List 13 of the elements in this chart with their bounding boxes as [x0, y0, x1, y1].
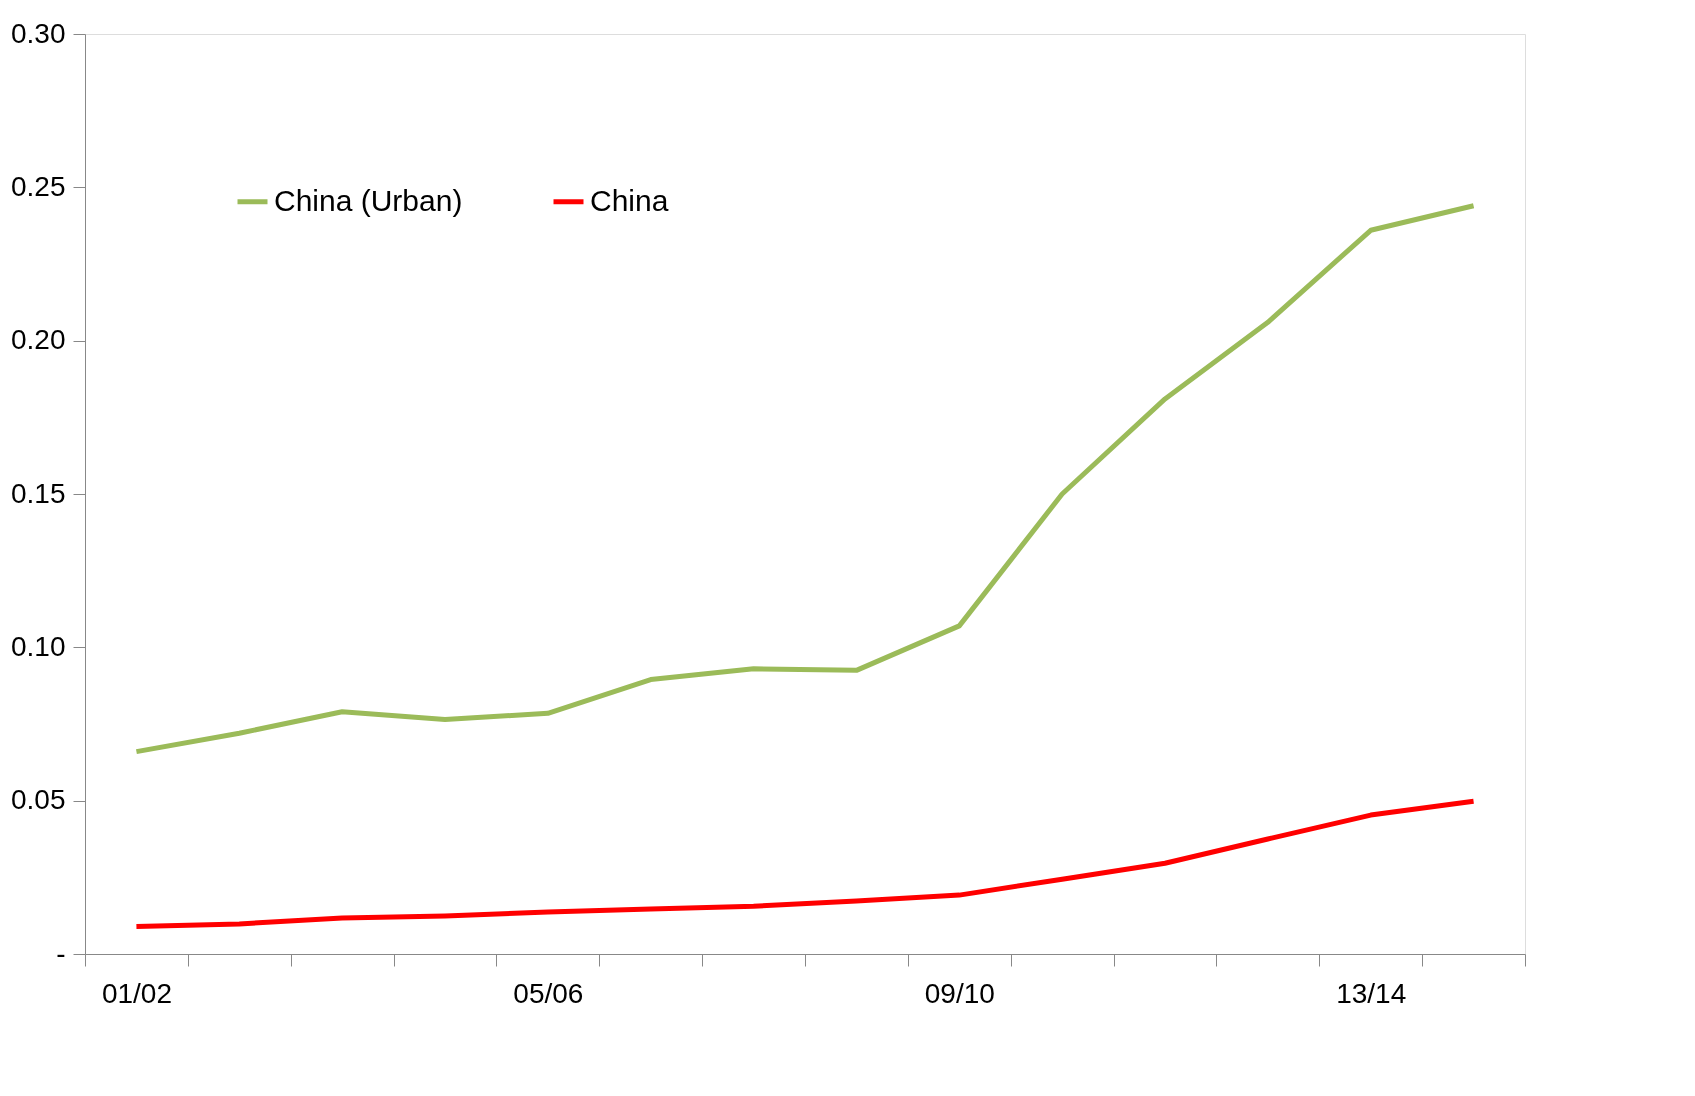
legend-label: China	[590, 183, 669, 217]
y-tick-label: 0.25	[11, 170, 66, 202]
x-tick-label: 01/02	[101, 977, 172, 1009]
x-tick-label: 13/14	[1336, 977, 1407, 1009]
legend-label: China (Urban)	[274, 183, 463, 217]
y-tick-label: 0.20	[11, 324, 66, 356]
y-tick-label: 0.30	[11, 17, 66, 49]
y-tick-label: 0.05	[11, 784, 66, 816]
y-tick-label: 0.10	[11, 630, 66, 662]
y-tick-label: -	[56, 937, 66, 969]
y-tick-label: 0.15	[11, 477, 66, 509]
x-tick-label: 09/10	[924, 977, 995, 1009]
x-tick-label: 05/06	[513, 977, 584, 1009]
